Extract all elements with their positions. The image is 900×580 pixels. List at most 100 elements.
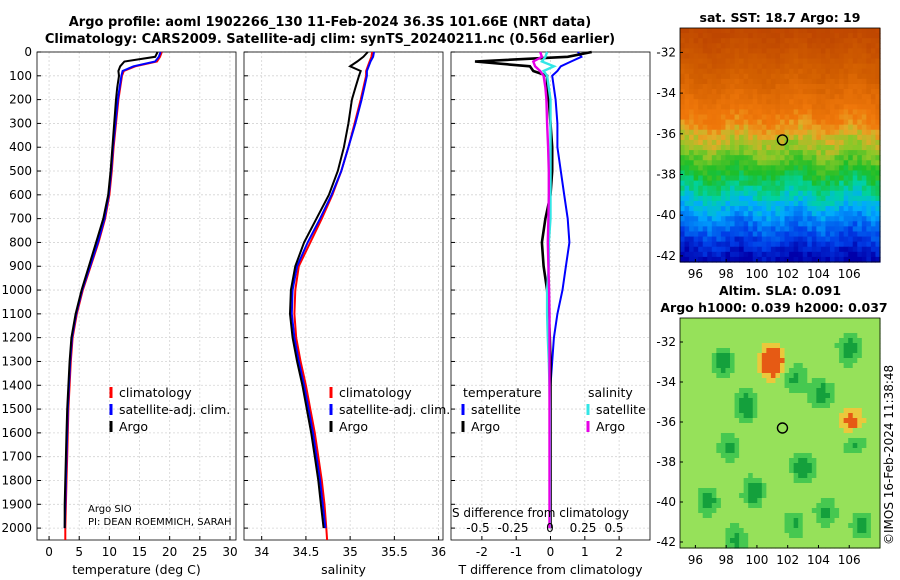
- map-cell: [834, 423, 840, 429]
- map-cell: [839, 165, 845, 172]
- map-cell: [698, 73, 704, 80]
- map-cell: [757, 383, 763, 389]
- map-cell: [711, 251, 717, 258]
- map-cell: [698, 343, 704, 349]
- map-cell: [857, 333, 863, 339]
- map-cell: [820, 403, 827, 409]
- map-cell: [866, 388, 872, 394]
- map-cell: [830, 423, 836, 429]
- map-cell: [716, 333, 722, 339]
- map-cell: [811, 408, 817, 414]
- map-cell: [752, 155, 758, 161]
- map-cell: [720, 119, 727, 126]
- map-cell: [698, 483, 704, 489]
- map-cell: [816, 488, 822, 494]
- map-cell: [761, 170, 767, 177]
- map-cell: [798, 358, 804, 364]
- legend-header: salinity: [588, 385, 633, 400]
- map-cell: [861, 478, 867, 484]
- map-cell: [820, 216, 827, 222]
- map-cell: [707, 518, 713, 524]
- map-cell: [757, 343, 763, 349]
- map-cell: [780, 378, 786, 384]
- map-cell: [693, 443, 699, 449]
- map-cell: [780, 211, 786, 217]
- map-cell: [816, 533, 822, 539]
- map-cell: [852, 393, 858, 399]
- map-cell: [852, 48, 858, 55]
- map-cell: [752, 206, 758, 212]
- map-cell: [843, 180, 849, 187]
- map-cell: [698, 78, 704, 85]
- map-cell: [775, 528, 781, 534]
- map-cell: [866, 448, 872, 454]
- map-cell: [761, 328, 767, 334]
- map-cell: [689, 543, 695, 549]
- map-cell: [852, 89, 858, 95]
- map-cell: [720, 124, 727, 131]
- map-cell: [825, 119, 831, 126]
- map-cell: [789, 99, 795, 105]
- map-cell: [789, 373, 795, 379]
- map-cell: [680, 473, 686, 479]
- map-cell: [730, 348, 736, 354]
- map-cell: [789, 28, 795, 34]
- map-cell: [775, 343, 781, 349]
- map-cell: [766, 488, 772, 494]
- map-cell: [698, 418, 704, 424]
- map-cell: [684, 358, 690, 364]
- map-cell: [834, 185, 840, 192]
- map-cell: [757, 170, 763, 177]
- map-cell: [775, 448, 781, 454]
- map-cell: [834, 251, 840, 258]
- map-cell: [848, 175, 854, 182]
- map-cell: [857, 190, 863, 197]
- map-cell: [689, 458, 695, 464]
- map-cell: [861, 109, 867, 116]
- map-cell: [757, 543, 763, 549]
- map-cell: [716, 528, 722, 534]
- map-cell: [802, 226, 808, 233]
- map-cell: [816, 104, 822, 110]
- map-cell: [730, 190, 736, 197]
- map-cell: [711, 114, 717, 121]
- map-cell: [848, 478, 854, 484]
- map-cell: [698, 453, 704, 459]
- map-cell: [707, 190, 713, 197]
- map-cell: [734, 533, 740, 539]
- map-cell: [711, 533, 717, 539]
- sla-map-panel: 96 98 100 102 104 106-32-34-36-38-40-42: [656, 317, 881, 567]
- map-cell: [857, 216, 863, 222]
- map-cell: [852, 139, 858, 146]
- map-cell: [725, 328, 731, 334]
- map-cell: [730, 408, 736, 414]
- map-cell: [825, 348, 831, 354]
- map-cell: [743, 328, 749, 334]
- map-cell: [866, 508, 872, 514]
- map-cell: [820, 170, 827, 177]
- map-cell: [825, 328, 831, 334]
- map-cell: [784, 129, 790, 136]
- map-cell: [834, 68, 840, 75]
- map-cell: [825, 139, 831, 146]
- map-cell: [843, 503, 849, 509]
- map-cell: [680, 109, 686, 116]
- map-cell: [725, 200, 731, 207]
- map-cell: [789, 38, 795, 44]
- map-cell: [707, 129, 713, 136]
- map-cell: [825, 206, 831, 212]
- map-cell: [689, 408, 695, 414]
- map-cell: [702, 358, 708, 364]
- map-cell: [820, 145, 827, 151]
- map-cell: [734, 145, 740, 151]
- map-cell: [798, 38, 804, 44]
- map-cell: [784, 185, 790, 192]
- map-cell: [748, 438, 754, 444]
- map-cell: [861, 28, 867, 34]
- map-cell: [843, 155, 849, 161]
- map-cell: [734, 443, 740, 449]
- map-cell: [757, 493, 763, 499]
- map-cell: [843, 160, 849, 166]
- map-cell: [757, 246, 763, 253]
- map-cell: [784, 94, 790, 100]
